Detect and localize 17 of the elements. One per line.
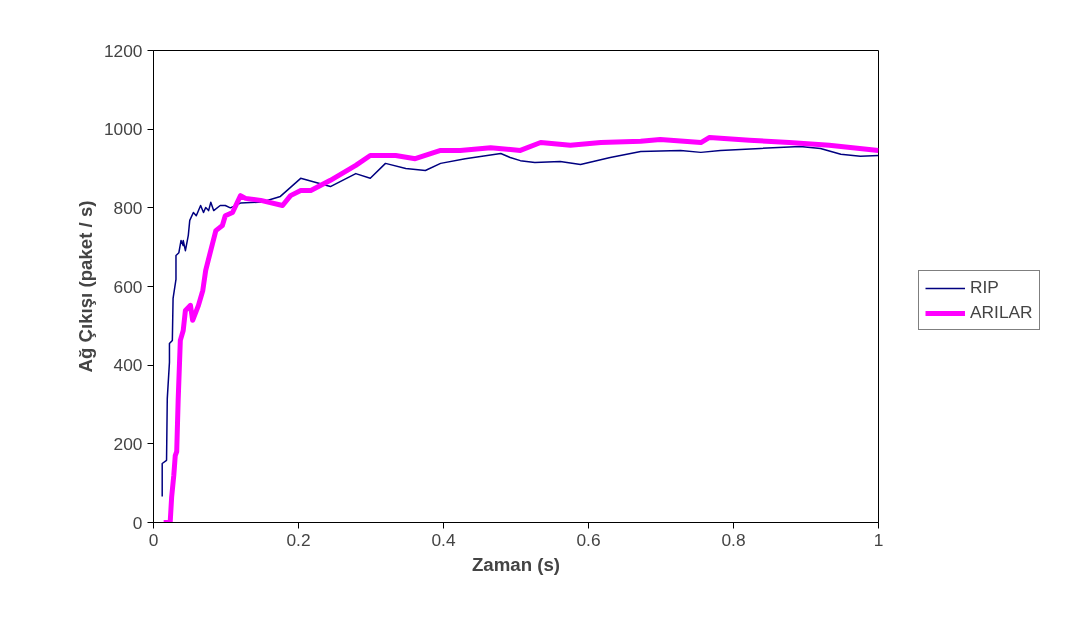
y-axis-title: Ağ Çıkışı (paket / s) [74, 200, 96, 373]
y-tick-label: 800 [113, 197, 143, 218]
x-tick-label: 0.6 [576, 529, 601, 550]
y-tick-label: 200 [113, 433, 143, 454]
legend-label: RIP [970, 277, 999, 298]
x-tick-label: 0 [148, 529, 159, 550]
legend-label: ARILAR [970, 302, 1033, 323]
x-tick-label: 0.2 [286, 529, 311, 550]
x-axis-title: Zaman (s) [471, 553, 561, 575]
y-tick-label: 1000 [103, 119, 143, 140]
y-tick-label: 0 [132, 512, 143, 533]
y-tick-label: 1200 [103, 40, 143, 61]
y-tick-label: 600 [113, 276, 143, 297]
x-tick-label: 0.4 [431, 529, 456, 550]
y-tick-label: 400 [113, 355, 143, 376]
x-tick-label: 1 [873, 529, 884, 550]
x-tick-label: 0.8 [721, 529, 746, 550]
